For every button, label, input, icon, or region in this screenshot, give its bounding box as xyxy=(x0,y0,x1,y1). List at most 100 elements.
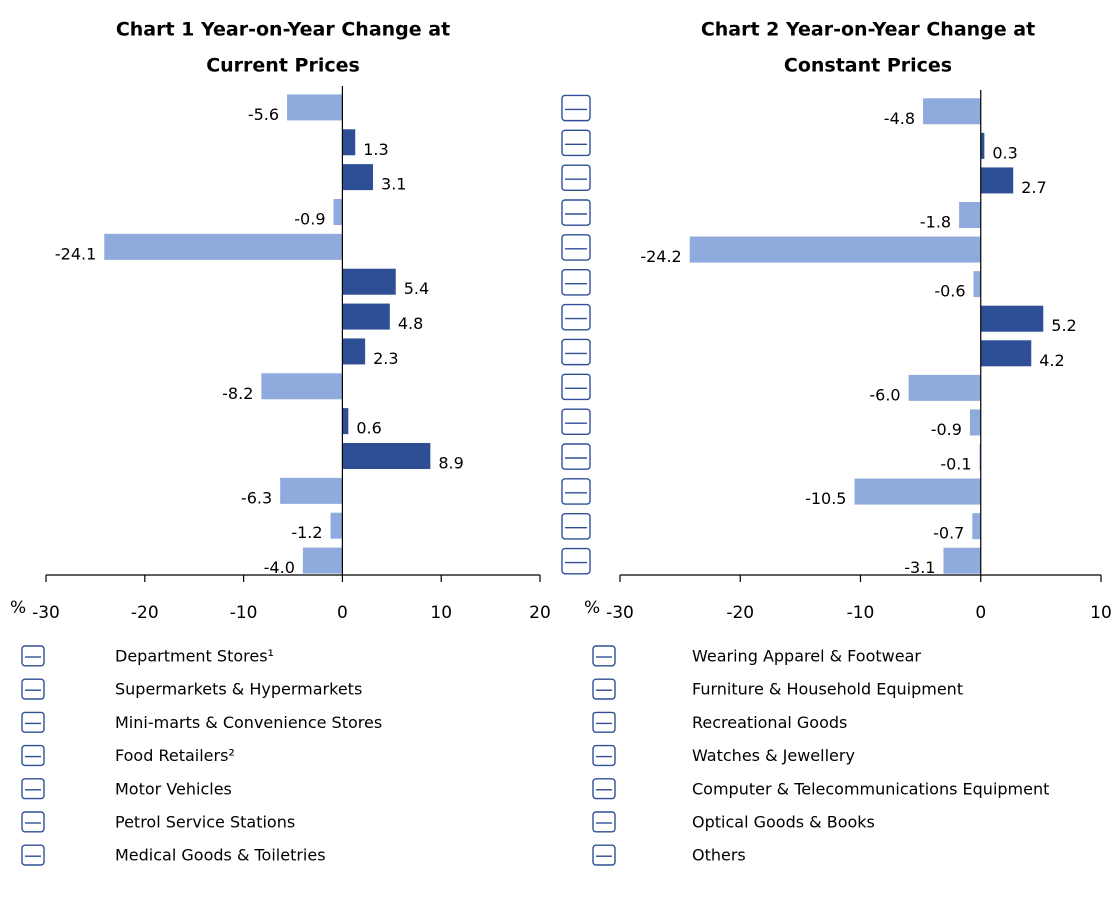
legend-label: Food Retailers² xyxy=(115,746,235,765)
category-icon xyxy=(561,164,591,192)
bar xyxy=(980,167,1014,194)
category-icon xyxy=(561,199,591,226)
bar xyxy=(854,478,981,505)
data-label: 0.3 xyxy=(992,143,1017,162)
legend-label: Computer & Telecommunications Equipment xyxy=(692,779,1049,798)
data-label: 2.7 xyxy=(1021,178,1046,197)
bar xyxy=(689,236,981,263)
bar xyxy=(342,268,396,295)
category-icon xyxy=(21,778,45,800)
data-label: 2.3 xyxy=(373,349,398,368)
bar xyxy=(979,444,981,470)
category-icon xyxy=(561,129,591,157)
bar xyxy=(333,199,343,225)
legend-label: Wearing Apparel & Footwear xyxy=(692,647,921,666)
category-icon xyxy=(592,645,616,667)
data-label: -1.2 xyxy=(291,523,322,542)
chart-title: Current Prices xyxy=(206,55,360,77)
axis-unit: % xyxy=(584,598,600,618)
x-tick-label: 0 xyxy=(975,603,986,623)
data-label: 5.2 xyxy=(1051,316,1076,335)
category-icon xyxy=(561,547,591,575)
data-label: -3.1 xyxy=(904,558,935,577)
category-icon xyxy=(592,711,616,733)
chart-title: Chart 1 Year-on-Year Change at xyxy=(116,19,450,41)
bar xyxy=(342,443,431,469)
category-icon xyxy=(592,744,616,767)
category-icon xyxy=(561,303,591,331)
data-label: -6.0 xyxy=(869,385,900,404)
bar xyxy=(980,132,985,159)
bar xyxy=(302,547,343,574)
data-label: -1.8 xyxy=(920,213,951,232)
bar xyxy=(330,512,343,539)
axis-unit: % xyxy=(10,598,26,618)
x-tick-label: 0 xyxy=(337,603,348,623)
category-icon xyxy=(21,711,45,733)
category-icon xyxy=(21,645,45,667)
bar xyxy=(973,271,981,298)
category-icon xyxy=(21,811,45,833)
data-label: 8.9 xyxy=(438,454,463,473)
x-tick-label: -30 xyxy=(32,603,60,623)
category-icon xyxy=(21,744,45,767)
bar xyxy=(342,129,356,156)
data-label: -8.2 xyxy=(222,384,253,403)
category-icon xyxy=(561,408,591,436)
data-label: 4.8 xyxy=(398,314,423,333)
x-tick-label: 20 xyxy=(529,603,551,623)
data-label: -24.2 xyxy=(640,247,681,266)
data-label: -4.0 xyxy=(264,558,295,577)
x-tick-label: -30 xyxy=(606,603,634,623)
x-tick-label: -20 xyxy=(726,603,754,623)
data-label: 3.1 xyxy=(381,175,406,194)
bar xyxy=(104,233,343,260)
legend-label: Petrol Service Stations xyxy=(115,813,295,832)
category-icon xyxy=(561,338,591,366)
data-label: 1.3 xyxy=(363,140,388,159)
bar xyxy=(908,374,981,401)
bar xyxy=(280,477,343,504)
bar xyxy=(287,94,343,121)
data-label: -10.5 xyxy=(805,489,846,508)
legend-label: Department Stores¹ xyxy=(115,647,274,666)
bar xyxy=(261,373,343,400)
data-label: -5.6 xyxy=(248,105,279,124)
data-label: -0.9 xyxy=(931,420,962,439)
category-icon xyxy=(561,513,591,540)
category-icon xyxy=(561,94,591,122)
x-tick-label: 10 xyxy=(1090,603,1112,623)
legend-label: Medical Goods & Toiletries xyxy=(115,846,326,865)
bar xyxy=(923,98,981,125)
legend-label: Recreational Goods xyxy=(692,713,847,732)
data-label: -0.9 xyxy=(294,210,325,229)
category-icon xyxy=(21,678,45,700)
category-icon xyxy=(561,373,591,401)
data-label: -0.7 xyxy=(933,524,964,543)
category-icon xyxy=(561,478,591,505)
chart-title: Chart 2 Year-on-Year Change at xyxy=(701,19,1035,41)
x-tick-label: -20 xyxy=(131,603,159,623)
data-label: -0.1 xyxy=(940,455,971,474)
legend-label: Others xyxy=(692,846,746,865)
bar xyxy=(943,547,981,574)
bar xyxy=(959,202,981,228)
category-icon xyxy=(561,234,591,261)
data-label: 4.2 xyxy=(1039,351,1064,370)
bar xyxy=(342,303,390,330)
data-label: -6.3 xyxy=(241,488,272,507)
legend-label: Mini-marts & Convenience Stores xyxy=(115,713,382,732)
bar xyxy=(980,340,1032,367)
legend-label: Optical Goods & Books xyxy=(692,813,875,832)
x-tick-label: 10 xyxy=(430,603,452,623)
chart-title: Constant Prices xyxy=(784,55,952,77)
bar xyxy=(972,513,981,540)
legend-label: Motor Vehicles xyxy=(115,779,232,798)
category-icon xyxy=(21,844,45,866)
x-tick-label: -10 xyxy=(847,603,875,623)
legend-label: Furniture & Household Equipment xyxy=(692,680,963,699)
bar xyxy=(342,408,349,435)
data-label: -0.6 xyxy=(934,282,965,301)
category-icon xyxy=(592,811,616,833)
